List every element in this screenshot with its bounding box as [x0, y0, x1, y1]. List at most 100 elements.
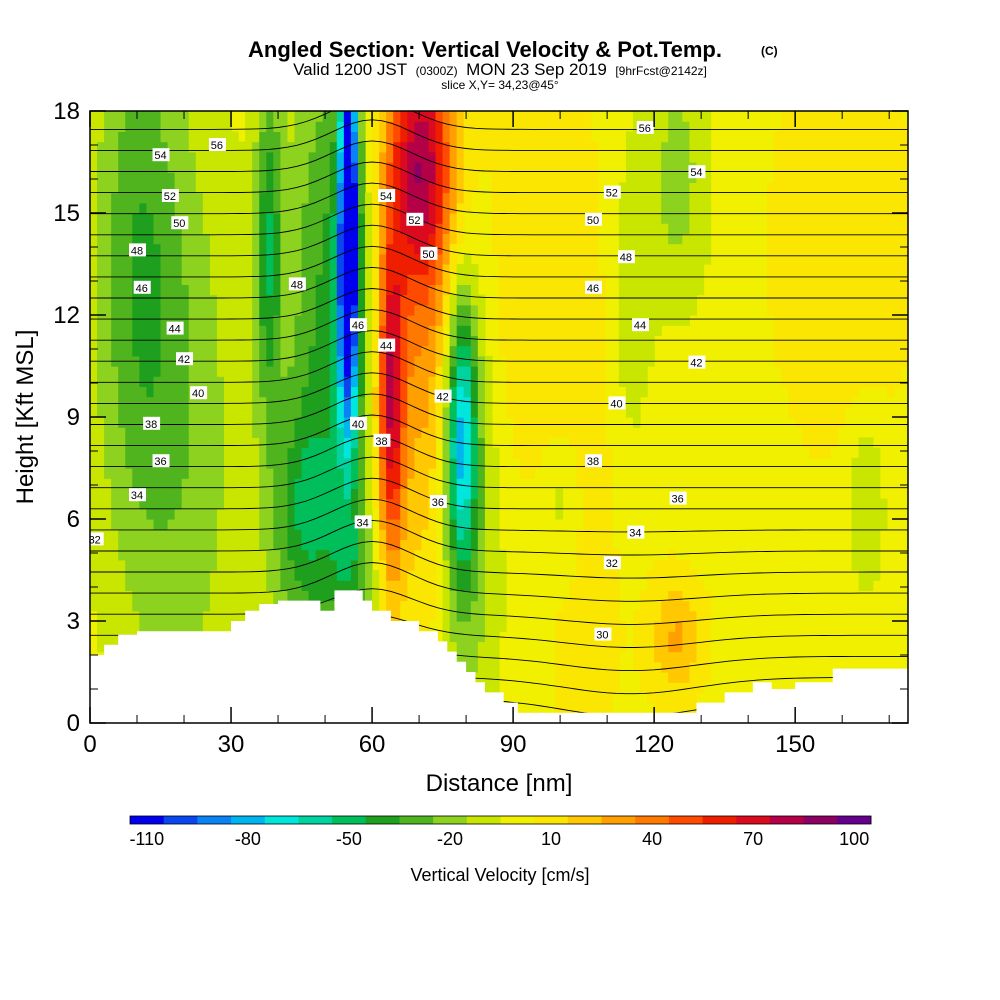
velocity-cell	[153, 192, 162, 204]
velocity-cell	[97, 264, 105, 275]
velocity-cell	[329, 284, 338, 296]
velocity-cell	[393, 172, 401, 183]
velocity-cell	[97, 580, 105, 591]
velocity-cell	[287, 376, 296, 387]
velocity-cell	[139, 131, 148, 143]
velocity-cell	[562, 702, 571, 714]
velocity-cell	[90, 559, 98, 571]
velocity-cell	[414, 121, 423, 132]
velocity-cell	[238, 590, 246, 602]
velocity-cell	[90, 315, 98, 326]
velocity-cell	[809, 151, 817, 163]
velocity-cell	[865, 253, 874, 265]
velocity-cell	[569, 661, 578, 673]
velocity-cell	[357, 457, 366, 469]
velocity-cell	[632, 264, 641, 275]
velocity-cell	[604, 702, 613, 714]
velocity-cell	[484, 661, 493, 673]
velocity-cell	[456, 223, 465, 234]
velocity-cell	[809, 345, 817, 357]
velocity-cell	[223, 427, 232, 438]
velocity-cell	[654, 661, 662, 673]
velocity-cell	[125, 131, 133, 143]
velocity-cell	[590, 386, 599, 398]
velocity-cell	[541, 233, 549, 245]
velocity-cell	[372, 192, 380, 204]
velocity-cell	[308, 386, 317, 398]
velocity-cell	[470, 447, 479, 459]
velocity-cell	[632, 111, 641, 122]
velocity-cell	[611, 570, 620, 581]
velocity-cell	[527, 182, 535, 194]
velocity-cell	[435, 243, 444, 255]
velocity-cell	[886, 335, 895, 347]
velocity-cell	[823, 417, 832, 428]
velocity-cell	[357, 468, 366, 479]
velocity-cell	[484, 366, 493, 377]
velocity-cell	[393, 498, 401, 510]
velocity-cell	[491, 111, 500, 122]
velocity-cell	[104, 182, 112, 194]
velocity-cell	[470, 304, 479, 316]
velocity-cell	[442, 590, 451, 602]
velocity-cell	[506, 376, 514, 387]
velocity-cell	[111, 233, 119, 245]
velocity-cell	[576, 468, 585, 479]
velocity-cell	[132, 162, 140, 173]
velocity-cell	[809, 427, 817, 438]
velocity-cell	[252, 182, 260, 194]
velocity-cell	[97, 131, 105, 143]
velocity-cell	[146, 457, 155, 469]
velocity-cell	[329, 396, 338, 408]
velocity-cell	[569, 406, 578, 418]
velocity-cell	[893, 151, 902, 163]
velocity-cell	[104, 519, 112, 530]
velocity-cell	[386, 508, 394, 520]
velocity-cell	[527, 111, 535, 122]
velocity-cell	[167, 529, 176, 540]
velocity-cell	[900, 325, 908, 336]
velocity-cell	[139, 202, 148, 214]
velocity-cell	[174, 610, 183, 622]
velocity-cell	[146, 141, 155, 153]
velocity-cell	[541, 325, 549, 336]
velocity-cell	[802, 192, 810, 204]
velocity-cell	[174, 121, 183, 132]
velocity-cell	[802, 376, 810, 387]
velocity-cell	[160, 315, 169, 326]
velocity-cell	[851, 468, 860, 479]
velocity-cell	[315, 549, 324, 561]
velocity-cell	[414, 325, 423, 336]
velocity-cell	[111, 345, 119, 357]
velocity-cell	[125, 264, 133, 275]
velocity-cell	[555, 498, 564, 510]
velocity-cell	[379, 498, 387, 510]
velocity-cell	[259, 325, 267, 336]
velocity-cell	[583, 651, 592, 663]
velocity-cell	[350, 335, 359, 347]
velocity-cell	[858, 172, 867, 183]
velocity-cell	[449, 447, 458, 459]
velocity-cell	[640, 376, 648, 387]
velocity-cell	[125, 396, 133, 408]
velocity-cell	[245, 223, 253, 234]
velocity-cell	[428, 396, 437, 408]
velocity-cell	[520, 202, 528, 214]
velocity-cell	[139, 519, 148, 530]
velocity-cell	[661, 264, 669, 275]
velocity-cell	[470, 437, 479, 449]
velocity-cell	[654, 141, 662, 153]
velocity-cell	[188, 366, 197, 377]
velocity-cell	[583, 366, 592, 377]
velocity-cell	[252, 396, 260, 408]
velocity-cell	[322, 498, 331, 510]
velocity-cell	[238, 213, 246, 224]
velocity-cell	[527, 366, 535, 377]
velocity-cell	[132, 141, 140, 153]
velocity-cell	[350, 498, 359, 510]
velocity-cell	[618, 376, 627, 387]
velocity-cell	[252, 253, 260, 265]
velocity-cell	[231, 457, 239, 469]
velocity-cell	[414, 406, 423, 418]
velocity-cell	[456, 447, 465, 459]
